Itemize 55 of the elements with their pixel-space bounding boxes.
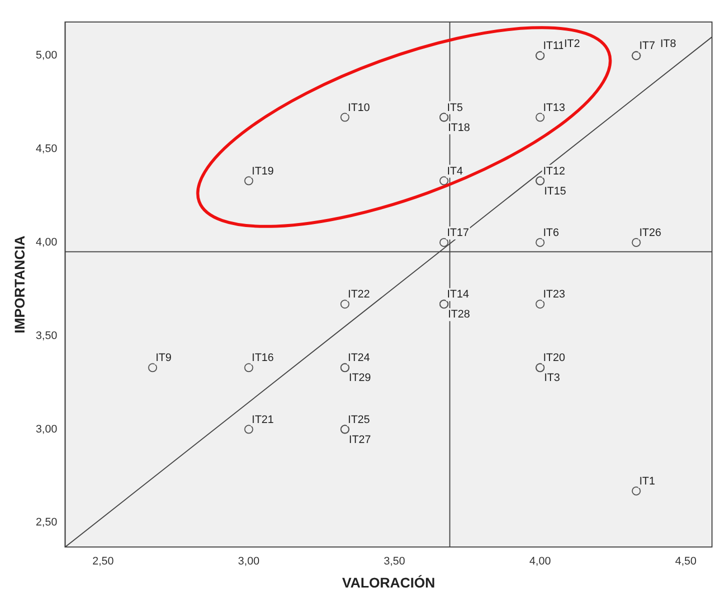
point (536, 300, 545, 309)
point (632, 238, 641, 247)
point (439, 176, 448, 186)
annotation: IT7 (639, 40, 656, 52)
x-tick-label: 4,50 (675, 556, 696, 568)
annotation: IT13 (543, 102, 566, 114)
annotation: IT22 (348, 288, 370, 301)
annotation: IT19 (252, 165, 274, 178)
point (536, 112, 545, 122)
y-tick-label: 4,00 (36, 236, 58, 248)
annotation: IT29 (348, 372, 371, 384)
annotation: IT8 (660, 38, 676, 50)
annotation: IT17 (446, 226, 469, 239)
x-axis-title: VALORACIÓN (342, 574, 436, 590)
annotation: IT26 (639, 226, 662, 239)
annotation: IT27 (348, 434, 371, 446)
x-tick-label: 3,00 (238, 556, 260, 568)
annotation: IT20 (543, 352, 566, 364)
point (439, 238, 448, 247)
y-tick-label: 3,50 (36, 330, 58, 342)
y-tick-label: 2,50 (36, 516, 58, 529)
annotation: IT18 (448, 122, 470, 134)
point (148, 363, 158, 372)
x-tick-label: 2,50 (92, 556, 114, 568)
annotation: IT4 (446, 165, 463, 178)
point (244, 176, 254, 186)
point (340, 112, 350, 122)
annotation: IT14 (446, 288, 469, 301)
x-tick-label: 3,50 (384, 556, 406, 568)
annotation: IT24 (348, 352, 370, 364)
annotation: IT28 (448, 308, 470, 321)
y-tick-label: 4,50 (36, 143, 58, 156)
point (244, 363, 254, 372)
point (536, 238, 545, 247)
annotation: IT2 (564, 38, 580, 50)
x-tick-label: 4,00 (529, 556, 551, 568)
annotation: IT25 (348, 414, 370, 426)
y-tick-label: 3,00 (36, 423, 58, 436)
annotation: IT1 (639, 475, 656, 488)
point (340, 300, 350, 309)
point (632, 486, 641, 496)
annotation: IT5 (446, 102, 463, 114)
annotation: IT15 (544, 185, 566, 198)
annotation: IT23 (543, 288, 566, 301)
y-tick-label: 5,00 (36, 50, 58, 62)
point (244, 424, 254, 434)
annotation: IT6 (543, 226, 560, 239)
y-axis-title: IMPORTANCIA (11, 236, 28, 334)
annotation: IT10 (348, 102, 370, 114)
annotation: IT3 (544, 372, 560, 384)
annotation: IT16 (252, 352, 274, 364)
annotation: IT11 (543, 40, 564, 52)
annotation: IT12 (543, 165, 566, 178)
annotation: IT21 (252, 414, 274, 426)
annotation: IT9 (156, 352, 172, 364)
